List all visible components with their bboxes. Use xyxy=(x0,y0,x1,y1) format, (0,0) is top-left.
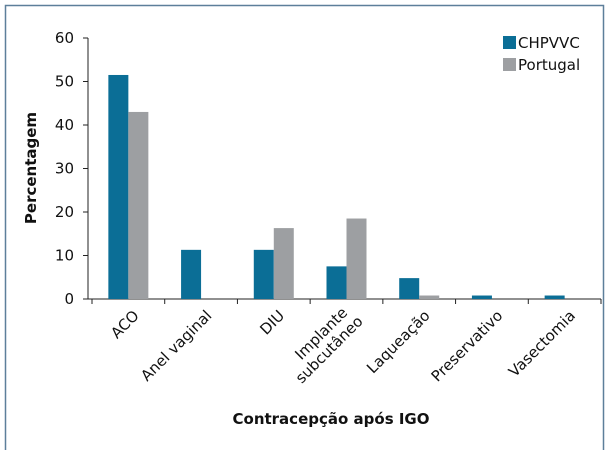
x-tick-label: ACO xyxy=(107,307,143,343)
bar xyxy=(273,228,294,299)
legend-swatch xyxy=(503,36,516,49)
y-tick-label: 50 xyxy=(55,73,74,91)
y-tick-label: 40 xyxy=(55,116,74,134)
y-tick-label: 20 xyxy=(55,203,74,221)
x-tick-label: Vasectomia xyxy=(505,307,579,381)
bar xyxy=(471,295,492,299)
y-tick-label: 10 xyxy=(55,247,74,265)
bar xyxy=(181,249,202,299)
legend-label: Portugal xyxy=(518,56,580,74)
x-tick-label: Implante subcutâneo xyxy=(280,300,367,387)
y-axis-label: Percentagem xyxy=(22,112,40,224)
bar xyxy=(108,74,129,299)
y-tick-label: 0 xyxy=(64,290,74,308)
bar xyxy=(346,218,367,299)
x-tick-label: Laqueação xyxy=(363,307,433,377)
bar xyxy=(544,295,565,299)
y-tick-label: 60 xyxy=(55,29,74,47)
frame xyxy=(4,4,605,450)
x-tick-label: Preservativo xyxy=(428,307,507,386)
bar xyxy=(419,295,440,299)
legend-swatch xyxy=(503,58,516,71)
bar xyxy=(399,278,420,299)
y-tick-label: 30 xyxy=(55,160,74,178)
bar xyxy=(326,266,347,299)
x-tick-label: DIU xyxy=(256,307,288,339)
legend-label: CHPVVC xyxy=(518,34,580,52)
bar xyxy=(253,249,274,299)
x-axis-label: Contracepção após IGO xyxy=(233,410,430,428)
x-tick-label: Anel vaginal xyxy=(137,307,215,385)
bar xyxy=(128,111,149,299)
